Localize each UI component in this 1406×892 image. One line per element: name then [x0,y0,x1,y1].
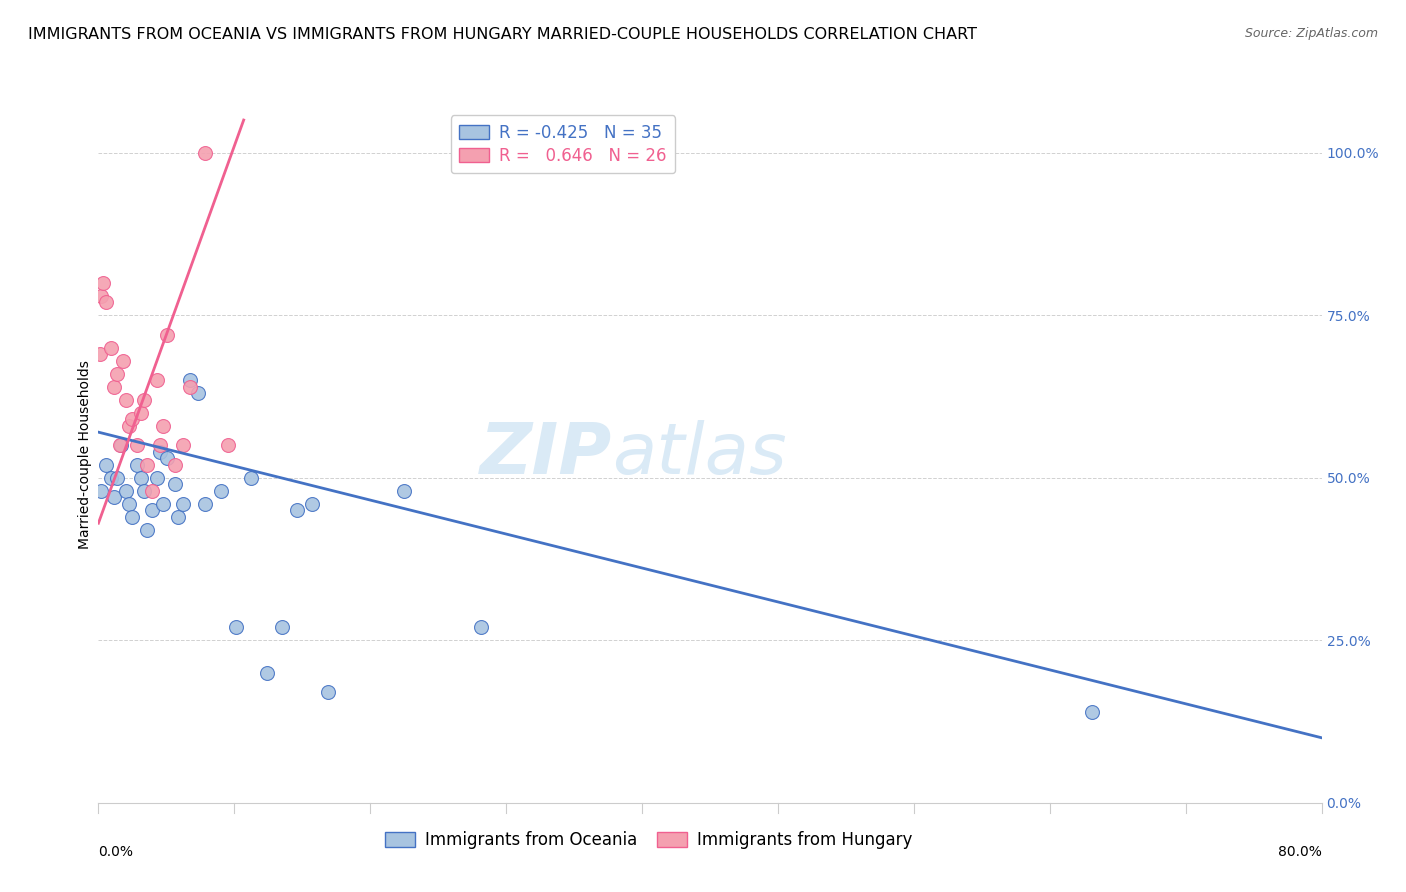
Point [163,477,186,491]
Point [270,620,294,634]
Point [194,145,217,160]
Point [134,483,156,498]
Point [149,438,172,452]
Point [152,497,174,511]
Point [136,458,159,472]
Point [108,438,131,452]
Text: ZIP: ZIP [479,420,612,490]
Point [149,444,172,458]
Point [156,451,179,466]
Point [89,347,111,361]
Point [94,295,117,310]
Point [301,497,323,511]
Point [103,490,125,504]
Point [100,341,122,355]
Point [110,438,132,452]
Point [129,471,152,485]
Text: atlas: atlas [612,420,787,490]
Point [91,276,114,290]
Point [179,379,201,393]
Point [90,288,112,302]
Point [94,458,117,472]
Text: 80.0%: 80.0% [1278,845,1322,858]
Point [172,497,194,511]
Point [152,418,174,433]
Point [121,412,143,426]
Point [141,503,163,517]
Point [125,458,148,472]
Point [90,483,112,498]
Point [217,438,239,452]
Point [163,458,186,472]
Point [167,509,190,524]
Point [118,418,141,433]
Point [115,483,138,498]
Point [256,665,278,680]
Point [145,373,167,387]
Point [118,497,141,511]
Point [134,392,156,407]
Point [136,523,159,537]
Point [121,509,143,524]
Point [156,327,179,342]
Y-axis label: Married-couple Households: Married-couple Households [77,360,91,549]
Text: Source: ZipAtlas.com: Source: ZipAtlas.com [1244,27,1378,40]
Point [111,353,134,368]
Point [285,503,308,517]
Point [105,367,128,381]
Text: 0.0%: 0.0% [98,845,134,858]
Point [105,471,128,485]
Point [316,685,339,699]
Point [100,471,122,485]
Legend: Immigrants from Oceania, Immigrants from Hungary: Immigrants from Oceania, Immigrants from… [377,822,921,857]
Text: IMMIGRANTS FROM OCEANIA VS IMMIGRANTS FROM HUNGARY MARRIED-COUPLE HOUSEHOLDS COR: IMMIGRANTS FROM OCEANIA VS IMMIGRANTS FR… [28,27,977,42]
Point [179,373,201,387]
Point [141,483,163,498]
Point [172,438,194,452]
Point [187,386,209,401]
Point [194,497,217,511]
Point [145,471,167,485]
Point [470,620,492,634]
Point [392,483,416,498]
Point [209,483,232,498]
Point [1081,705,1104,719]
Point [240,471,263,485]
Point [225,620,247,634]
Point [125,438,148,452]
Point [103,379,125,393]
Point [129,406,152,420]
Point [115,392,138,407]
